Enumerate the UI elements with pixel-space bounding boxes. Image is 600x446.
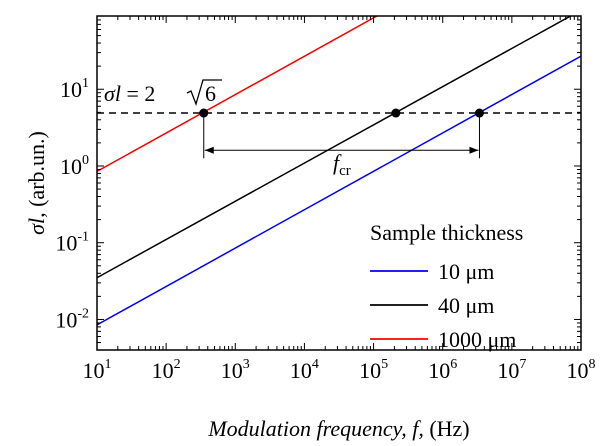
legend-items: 10 μm 40 μm 1000 μm: [370, 259, 516, 352]
tick-labels-layer: 101 102 103 104 105 106 107 108 10-2 10-1 100 101: [55, 76, 595, 383]
fcr-arrow-head-right: [469, 146, 479, 154]
x-tick-label-0: 101: [83, 357, 112, 383]
sqrt-sign: [186, 79, 222, 107]
threshold-radicand: 6: [205, 81, 216, 106]
legend-label-1: 40 μm: [438, 293, 494, 318]
x-tick-label-2: 103: [221, 357, 250, 383]
y-tick-label-1: 10-1: [55, 230, 89, 256]
ticks-layer: [96, 16, 582, 350]
y-axis-title: σl, (arb.un.): [24, 131, 49, 235]
svg-text:σl = 2: σl = 2: [104, 81, 155, 106]
y-tick-label-0: 10-2: [55, 306, 89, 332]
x-tick-label-5: 106: [428, 357, 457, 383]
x-axis-title: Modulation frequency, f, (Hz): [207, 416, 469, 441]
fcr-arrow-head-left: [204, 146, 214, 154]
crossing-marker-0: [199, 108, 209, 118]
plot-frame: [96, 15, 582, 351]
marker-layer: [199, 108, 484, 118]
y-tick-label-2: 100: [60, 153, 89, 179]
crossing-marker-1: [391, 108, 401, 118]
series-line-2: [97, 16, 379, 173]
legend: Sample thickness 10 μm 40 μm 1000 μm: [370, 220, 523, 352]
x-tick-label-6: 107: [497, 357, 526, 383]
legend-label-2: 1000 μm: [438, 327, 516, 352]
y-tick-label-3: 101: [60, 76, 89, 102]
x-tick-label-7: 108: [567, 357, 596, 383]
x-tick-label-1: 102: [152, 357, 181, 383]
x-tick-label-3: 104: [290, 357, 319, 383]
series-line-0: [97, 55, 581, 326]
crossing-marker-2: [474, 108, 484, 118]
series-layer: [97, 16, 581, 326]
legend-label-0: 10 μm: [438, 259, 494, 284]
x-tick-label-4: 105: [359, 357, 388, 383]
series-line-1: [97, 16, 573, 279]
legend-title: Sample thickness: [370, 220, 523, 245]
annotation-layer: [203, 113, 480, 159]
threshold-label: σl = 2 6: [104, 79, 222, 107]
fcr-label: fcr: [333, 150, 351, 179]
